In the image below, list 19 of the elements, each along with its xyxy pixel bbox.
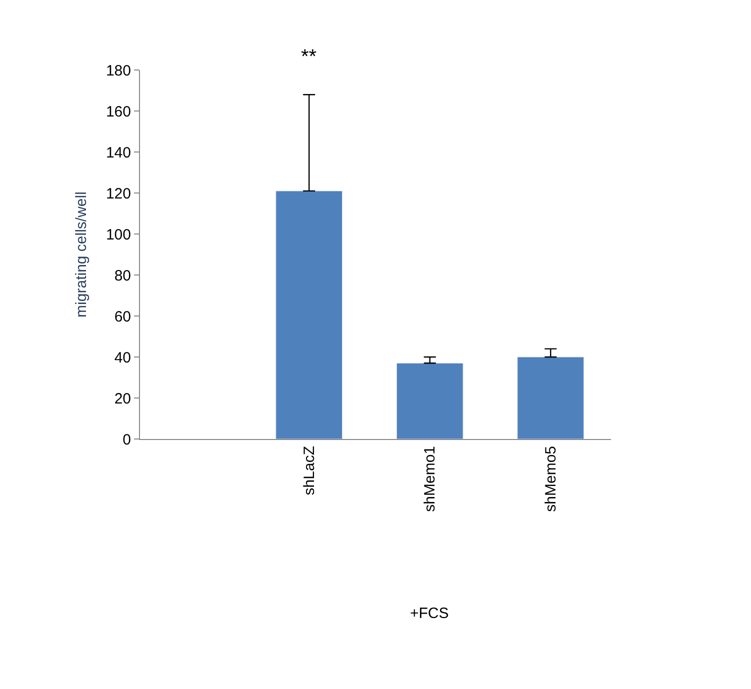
x-tick-label: shLacZ: [300, 446, 318, 496]
y-tick-label: 140: [106, 144, 131, 162]
y-tick-label: 40: [114, 349, 131, 366]
text: **: [301, 46, 317, 68]
y-tick-label: 60: [114, 308, 131, 326]
y-tick-label: 160: [106, 103, 131, 120]
bar: [276, 190, 343, 439]
bar: [517, 356, 584, 439]
x-tick-label: shMemo1: [422, 446, 439, 512]
y-tick-label: 80: [114, 267, 131, 284]
y-tick-label: 20: [114, 390, 131, 408]
bar: [396, 362, 464, 439]
y-tick-label: 120: [106, 185, 131, 202]
text: +FCS: [410, 605, 449, 622]
x-tick-label: shMemo5: [542, 446, 560, 512]
y-tick-label: 100: [106, 226, 131, 244]
y-tick-label: 180: [106, 62, 131, 80]
y-axis-title: migrating cells/well: [73, 192, 90, 318]
y-tick-label: 0: [122, 431, 131, 448]
